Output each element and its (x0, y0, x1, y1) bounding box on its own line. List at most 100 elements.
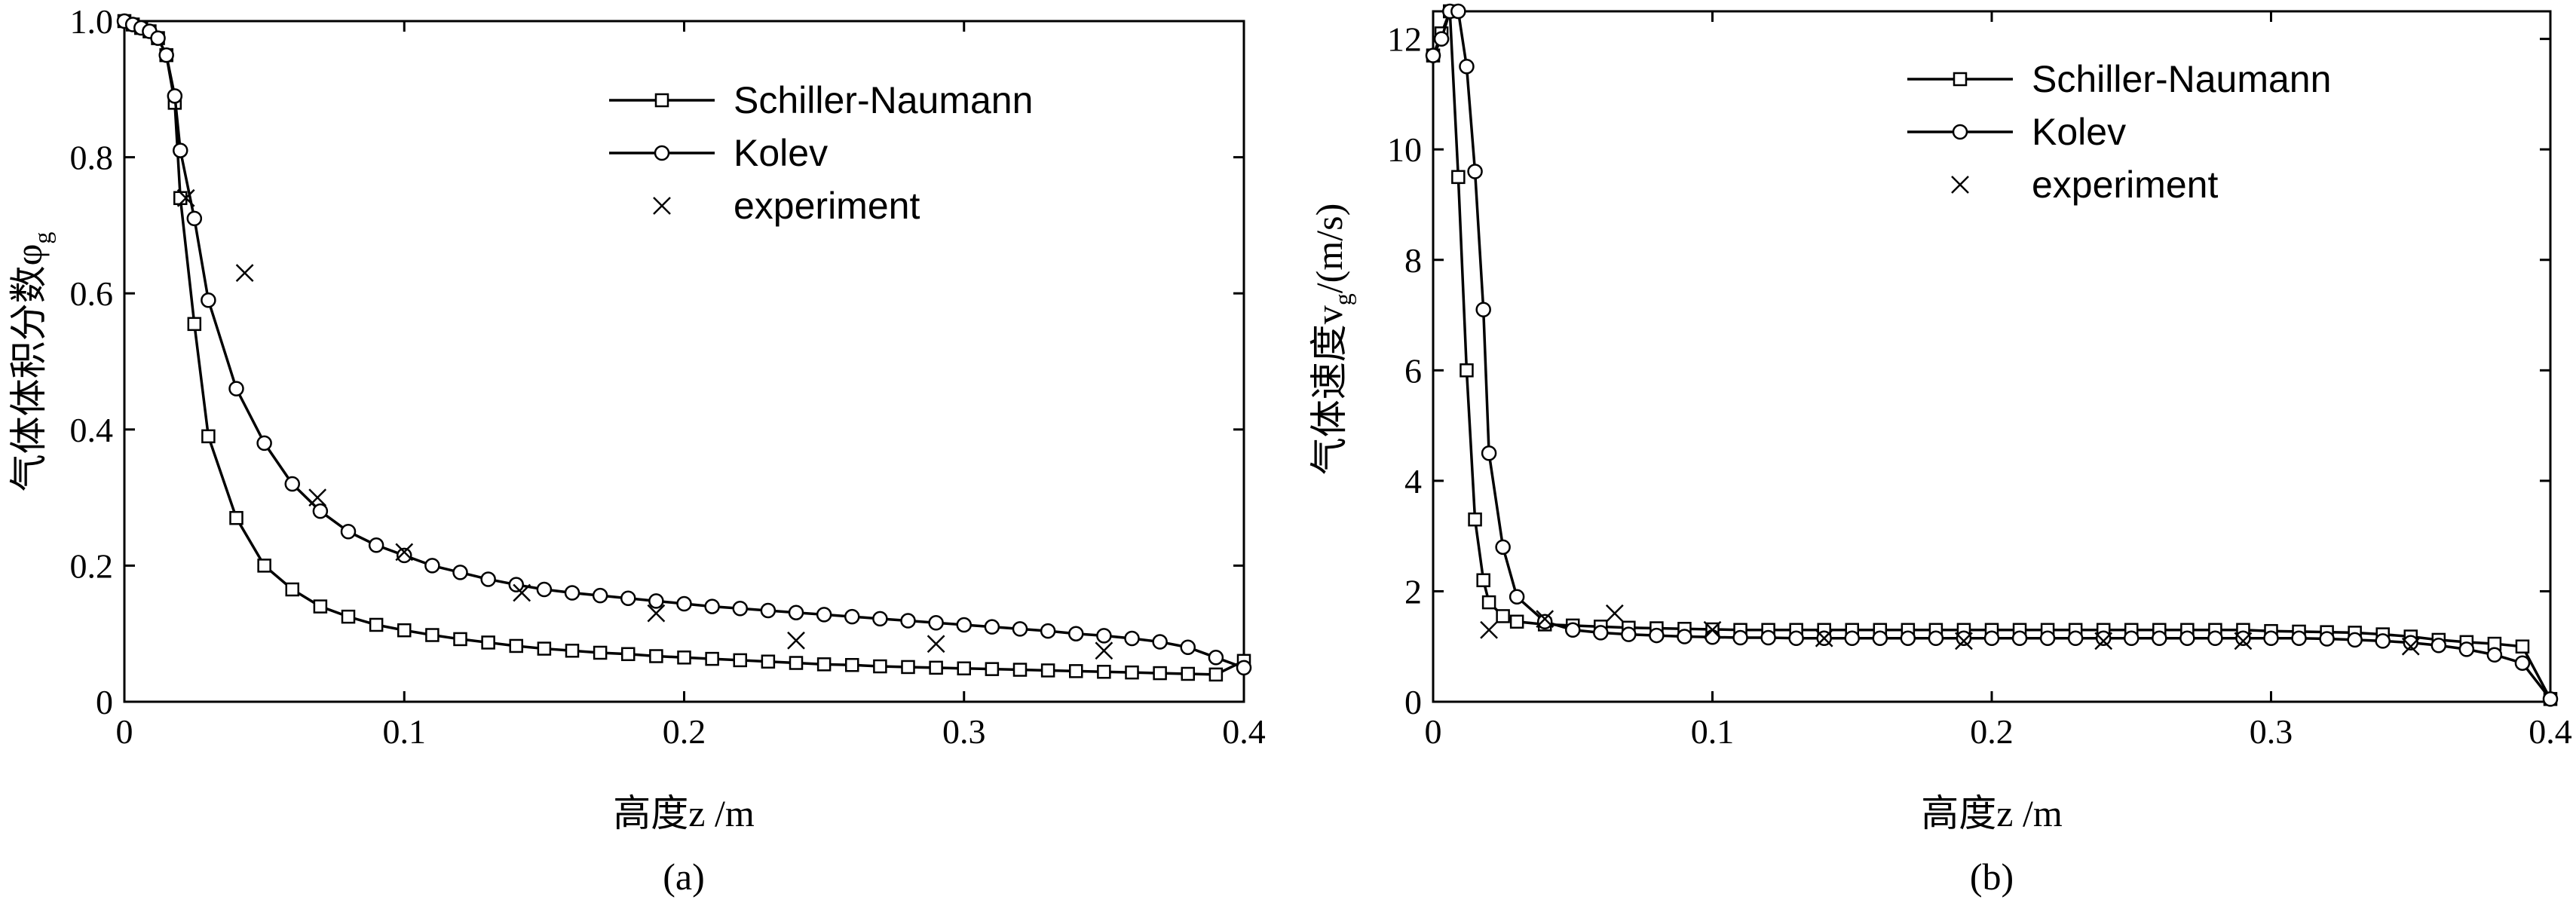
series-a-schiller-naumann-point-25 (649, 649, 663, 663)
legend-label-a-0: Schiller-Naumann (734, 79, 1033, 121)
series-b-kolev-point-32 (2152, 630, 2167, 646)
x-axis-title-a: 高度z /m (613, 792, 755, 834)
series-a-experiment-point-5 (647, 604, 666, 623)
series-b-kolev-point-31 (2124, 630, 2140, 646)
series-b-experiment-point-3 (1703, 620, 1722, 639)
series-b-kolev-point-34 (2207, 630, 2223, 646)
series-b-kolev-point-38 (2319, 631, 2335, 647)
x-tick-label-a-4: 0.4 (1222, 712, 1266, 751)
legend-b: Schiller-Naumann Kolev experiment (1907, 58, 2331, 206)
series-a-schiller-naumann-point-45 (1208, 667, 1224, 682)
series-b-kolev-point-33 (2179, 630, 2195, 646)
series-a-experiment-point-4 (513, 583, 531, 602)
series-b-kolev-point-12 (1593, 625, 1609, 641)
x-tick-label-b-4: 0.4 (2529, 712, 2572, 751)
y-axis-a: 0 0.2 0.4 0.6 0.8 1.0 (70, 2, 1244, 721)
series-a-schiller-naumann-point-15 (369, 617, 384, 632)
series-b-kolev-point-23 (1900, 630, 1916, 646)
y-axis-title-a: 气体体积分数φg (8, 232, 56, 492)
series-b-kolev-point-17 (1732, 629, 1748, 646)
series-b-kolev-point-25 (1956, 630, 1972, 646)
series-a-experiment-point-3 (395, 543, 414, 562)
series-b-kolev-point-26 (1983, 630, 2000, 646)
series-a-schiller-naumann-point-13 (313, 599, 328, 614)
series-a-kolev-point-13 (312, 503, 329, 519)
series-layer-a (116, 13, 1252, 682)
series-b-schiller-naumann-point-45 (2515, 639, 2530, 654)
series-a-kolev-point-19 (480, 571, 496, 587)
series-a-kolev-point-17 (424, 558, 440, 574)
series-a-schiller-naumann-point-18 (453, 632, 467, 647)
y-tick-label-a-4: 0.8 (70, 139, 114, 177)
legend-label-b-1: Kolev (2032, 111, 2126, 153)
y-tick-label-b-2: 4 (1404, 462, 1422, 500)
series-a-kolev-point-41 (1096, 628, 1112, 644)
series-b-kolev-point-9 (1509, 589, 1525, 605)
series-b-experiment-point-2 (1605, 604, 1624, 623)
series-a-experiment-point-7 (927, 635, 945, 654)
legend-marker-b-1-point-0 (1952, 124, 1968, 140)
series-a-schiller-naumann-point-39 (1040, 663, 1055, 678)
series-b-schiller-naumann-point-7 (1481, 595, 1496, 610)
series-a-schiller-naumann-point-38 (1012, 663, 1028, 677)
series-b-kolev-point-22 (1872, 630, 1888, 646)
series-a-schiller-naumann-point-21 (537, 641, 552, 656)
series-b-kolev-point-13 (1621, 626, 1637, 642)
series-a-experiment-point-2 (308, 488, 327, 507)
series-b-kolev-point-29 (2067, 630, 2084, 646)
series-a-schiller-naumann-point-23 (593, 645, 608, 660)
series-a-experiment-point-1 (235, 264, 254, 282)
x-axis-b: 0 0.1 0.2 0.3 0.4 (1425, 11, 2572, 751)
series-a-kolev-point-37 (984, 619, 1000, 635)
series-a-schiller-naumann-point-17 (425, 628, 440, 642)
series-a-kolev-point-21 (536, 581, 553, 598)
series-a-schiller-naumann-point-37 (985, 662, 1000, 676)
legend-marker-a-0-point-0 (654, 93, 669, 108)
series-a-schiller-naumann-point-7 (173, 191, 188, 206)
series-b-kolev-point-35 (2235, 630, 2251, 646)
series-a-kolev-point-8 (186, 210, 203, 227)
series-a-kolev-point-29 (760, 602, 776, 619)
series-b-experiment-point-8 (2401, 637, 2420, 656)
series-b-kolev-point-14 (1649, 627, 1665, 644)
series-a-kolev-point-16 (397, 547, 412, 564)
series-a-kolev-point-28 (732, 601, 748, 617)
series-b-experiment-point-5 (1955, 632, 1973, 650)
series-a-schiller-naumann-point-14 (341, 609, 356, 624)
series-a-schiller-naumann-point-30 (789, 656, 804, 670)
series-a-schiller-naumann (117, 14, 1251, 682)
series-a-kolev-point-18 (452, 565, 468, 580)
series-a-schiller-naumann-point-26 (677, 650, 691, 665)
series-a-kolev-point-34 (900, 613, 916, 629)
series-b-kolev-point-5 (1467, 164, 1483, 179)
legend-marker-a-2-point-0 (653, 197, 671, 215)
series-b-kolev-point-0 (1425, 47, 1441, 63)
series-a-kolev-line (124, 20, 1245, 669)
series-a-kolev-point-33 (872, 611, 888, 627)
series-a-experiment (176, 188, 1113, 660)
series-a-kolev-point-27 (704, 598, 720, 614)
series-a-schiller-naumann-point-19 (481, 635, 495, 650)
legend-label-a-1: Kolev (734, 132, 828, 174)
series-b-experiment-point-0 (1480, 620, 1498, 639)
series-b-kolev-point-42 (2431, 638, 2447, 654)
y-axis-title-b: 气体速度vg/(m/s) (1308, 204, 1356, 475)
series-a-experiment-point-8 (1095, 641, 1113, 660)
panel-a: 0 0.1 0.2 0.3 0.4 0 0.2 0.4 0.6 0.8 1.0 Schiller-… (8, 2, 1266, 898)
y-tick-label-a-0: 0 (96, 683, 113, 721)
legend-label-b-2: experiment (2032, 164, 2218, 206)
series-a-kolev-point-45 (1208, 650, 1224, 666)
series-a-schiller-naumann-point-12 (285, 582, 299, 597)
series-a-kolev-point-9 (201, 292, 216, 308)
series-b-kolev-point-21 (1844, 630, 1860, 646)
series-a-schiller-naumann-point-24 (621, 647, 636, 662)
legend-label-b-0: Schiller-Naumann (2032, 58, 2331, 100)
x-tick-label-b-2: 0.2 (1970, 712, 2014, 751)
series-a-schiller-naumann-point-34 (901, 660, 915, 675)
series-b-experiment-point-6 (2094, 632, 2113, 650)
y-tick-label-a-5: 1.0 (70, 2, 114, 41)
series-b-kolev-point-46 (2542, 691, 2559, 707)
series-b-kolev-point-15 (1677, 629, 1692, 644)
series-b-schiller-naumann-point-3 (1451, 170, 1466, 185)
plot-frame-b (1432, 10, 2552, 703)
